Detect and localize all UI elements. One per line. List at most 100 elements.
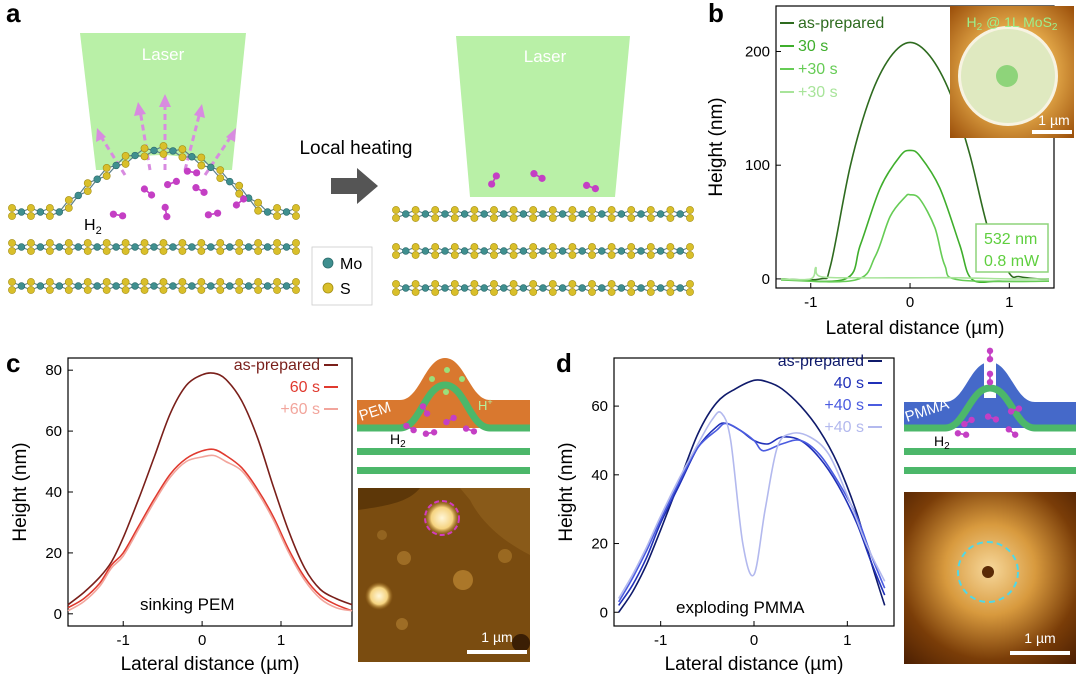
- s-atom: [646, 288, 655, 296]
- h2-molecule: [109, 210, 127, 220]
- series-line-d-2: [618, 422, 886, 603]
- panel-letter-d: d: [556, 348, 572, 378]
- h2-molecule: [443, 414, 457, 426]
- mo-atom: [617, 247, 626, 255]
- s-atom: [431, 243, 440, 251]
- mo-atom: [207, 243, 215, 251]
- plot-frame-b: [775, 5, 1055, 289]
- s-atom: [411, 243, 420, 251]
- s-atom: [529, 243, 538, 251]
- s-atom: [666, 251, 675, 259]
- s-atom: [588, 214, 596, 222]
- blister-outline-d: [957, 541, 1019, 603]
- mo-atom: [131, 282, 139, 290]
- series-line-b-1: [780, 149, 1050, 284]
- laser-info-box: 532 nm 0.8 mW: [975, 223, 1049, 273]
- h2-molecules-c: [403, 403, 478, 437]
- mo-atom: [598, 284, 606, 292]
- s-atom: [431, 288, 440, 296]
- s-atom: [254, 206, 263, 215]
- s-atom: [102, 247, 111, 255]
- mos2-layer-3-d: [904, 467, 1076, 474]
- mo-atom: [74, 282, 82, 290]
- h2-molecule: [961, 416, 975, 428]
- s-atom: [216, 174, 225, 183]
- mos2-layer-3: [357, 467, 530, 474]
- s-atom: [140, 239, 149, 247]
- s-atom: [64, 239, 73, 247]
- s-atom: [646, 214, 655, 222]
- s-atom: [254, 286, 263, 294]
- s-atom: [159, 278, 168, 286]
- s-atom: [666, 280, 675, 288]
- s-atom: [273, 286, 281, 294]
- mo-atom: [402, 210, 410, 218]
- s-atom: [292, 239, 300, 247]
- mo-atom: [578, 210, 586, 218]
- mo-atom: [263, 282, 272, 290]
- s-atom: [509, 243, 518, 251]
- s-atom: [490, 243, 498, 251]
- s-atom: [548, 288, 557, 296]
- s-atom: [392, 288, 400, 296]
- s-atom: [102, 172, 111, 180]
- y-tick-label-c: 40: [45, 484, 62, 501]
- s-atom: [159, 247, 168, 255]
- s-atom: [83, 278, 92, 286]
- s-atom: [450, 280, 459, 288]
- laser-spot-marker: [996, 65, 1018, 87]
- atom-legend: Mo S: [311, 246, 373, 306]
- mo-atom: [74, 243, 82, 251]
- y-tick-label-b: 200: [745, 43, 770, 60]
- mo-atom: [500, 210, 508, 218]
- legend-mo: Mo: [340, 256, 362, 273]
- s-atom: [140, 144, 149, 153]
- s-atom: [64, 278, 73, 286]
- x-tick-label-d: -1: [654, 632, 667, 649]
- s-atom: [121, 160, 130, 168]
- s-atom: [216, 286, 225, 294]
- s-atom: [588, 288, 596, 296]
- legend-label-c: as-prepared: [234, 357, 320, 374]
- chart-b: -1 0 1 0 100 200 Lateral distance (µm) Height (…: [706, 5, 1055, 339]
- mo-atom: [539, 210, 547, 218]
- s-atom: [686, 206, 694, 214]
- s-atom-icon: [322, 282, 334, 294]
- mo-atom: [421, 210, 430, 218]
- s-atom: [490, 251, 498, 259]
- s-atom: [490, 288, 498, 296]
- s-atom: [8, 212, 16, 220]
- mos2-layer-2-d: [904, 448, 1076, 455]
- mos2-chain: [8, 278, 300, 294]
- inset-title: H2 @ 1L MoS2: [967, 14, 1058, 33]
- mos2-layers-left: [8, 142, 300, 294]
- s-atom: [470, 214, 479, 222]
- mo-atom: [558, 210, 567, 218]
- x-tick-label-b: 0: [906, 294, 914, 311]
- s-atom: [509, 288, 518, 296]
- s-atom: [686, 251, 694, 259]
- x-axis-label-d: Lateral distance (µm): [665, 654, 844, 675]
- legend-label-d: +40 s: [824, 397, 864, 414]
- mo-atom: [188, 153, 196, 161]
- s-atom: [392, 280, 400, 288]
- panel-b: b -1 0 1 0 100 200 Lateral distance (µm) Height…: [706, 0, 1074, 339]
- s-atom: [411, 288, 420, 296]
- s-atom: [8, 239, 16, 247]
- process-arrow-icon: [331, 168, 378, 204]
- s-atom: [627, 280, 636, 288]
- mo-atom: [578, 247, 586, 255]
- s-atom: [529, 280, 538, 288]
- panel-a: a Laser H2 Mo: [6, 0, 694, 306]
- s-atom: [197, 153, 206, 162]
- s-atom: [686, 243, 694, 251]
- mo-atom: [421, 247, 430, 255]
- y-tick-label-c: 80: [45, 362, 62, 379]
- mo-atom: [226, 282, 234, 290]
- s-atom: [45, 212, 54, 220]
- s-atom: [529, 251, 538, 259]
- y-axis-label-b: Height (nm): [706, 97, 727, 196]
- s-atom: [254, 278, 263, 286]
- h2-molecule: [164, 177, 180, 189]
